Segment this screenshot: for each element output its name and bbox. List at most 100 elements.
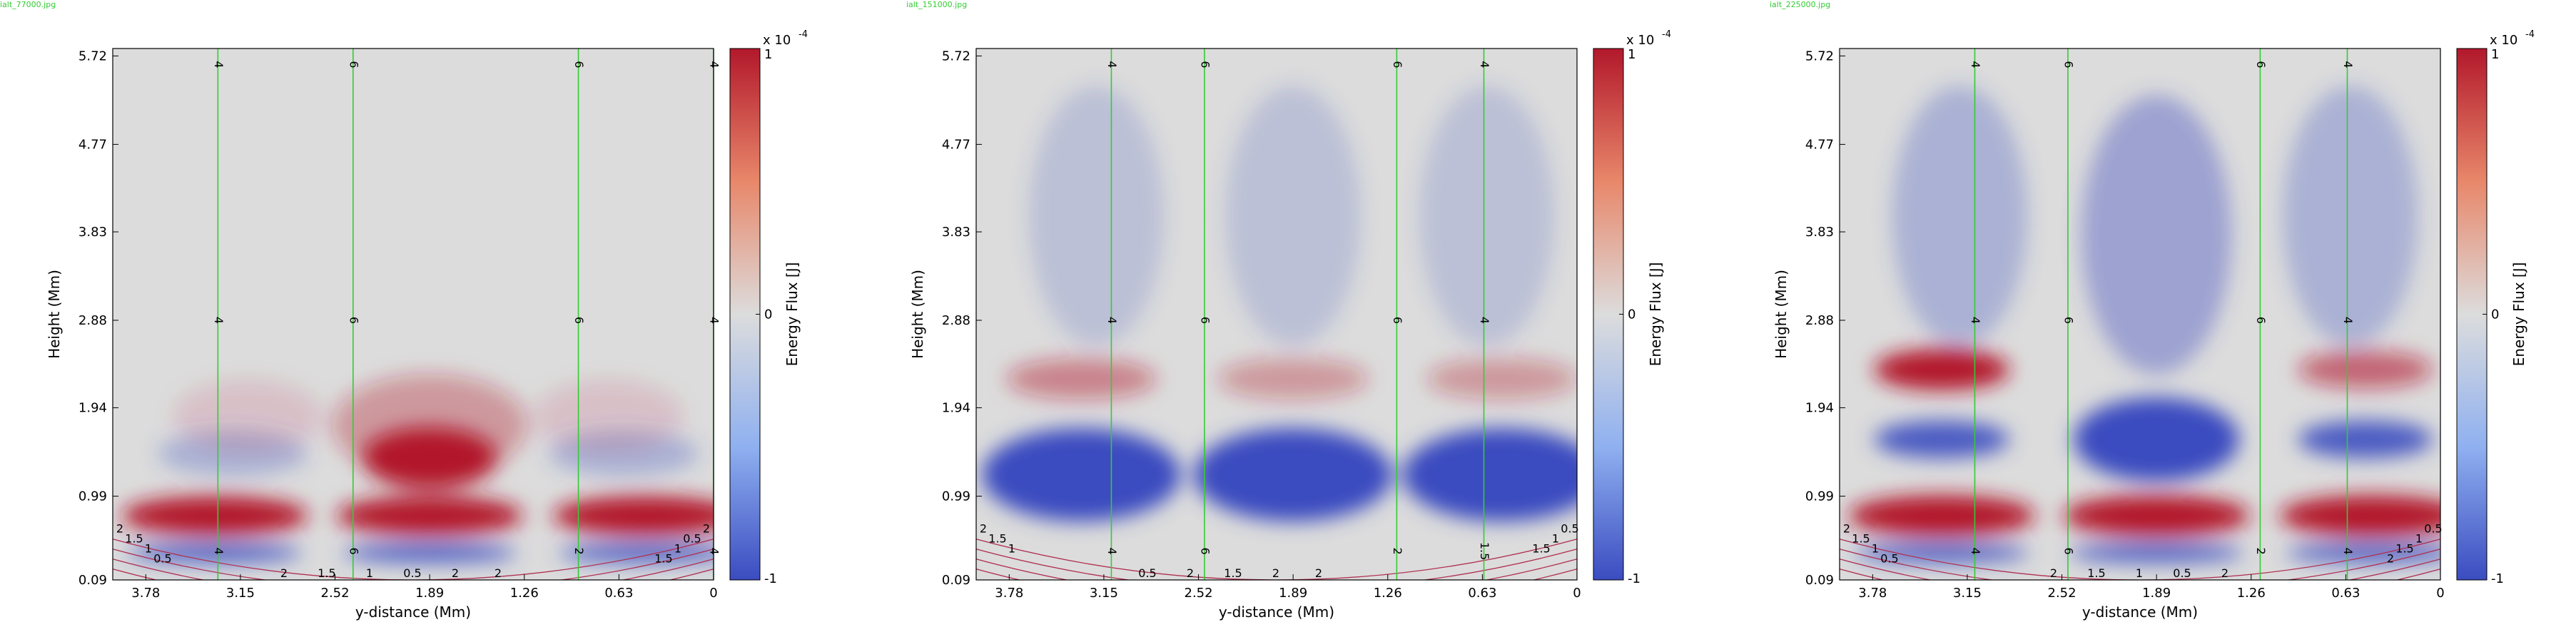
colorbar-tick-label: 1 xyxy=(1628,47,1636,62)
heat-blob-7 xyxy=(1028,86,1165,347)
heatmap-blobs xyxy=(121,374,714,563)
field-line-label: 4 xyxy=(1969,547,1982,554)
y-tick-label: 0.99 xyxy=(942,489,970,504)
y-tick-label: 5.72 xyxy=(1805,49,1834,63)
field-line-label: 6 xyxy=(2254,61,2268,68)
plot-frame xyxy=(1839,48,2441,581)
heat-blob-1 xyxy=(1848,495,2035,536)
x-tick-label: 1.26 xyxy=(510,586,539,601)
y-tick-label: 0.99 xyxy=(1805,489,1834,504)
panel-label: ialt_77000.jpg xyxy=(0,0,56,9)
x-tick-label: 0 xyxy=(1573,586,1581,601)
heat-blob-5 xyxy=(343,544,517,563)
field-line-label: 6 xyxy=(1198,317,1212,324)
field-line-label: 4 xyxy=(1478,317,1491,324)
field-line-label: 2 xyxy=(1391,547,1404,554)
contour-labels: 21.510.5 2 1.5 2 21.510.5 xyxy=(980,521,1579,580)
x-tick-label: 1.26 xyxy=(2237,586,2266,601)
colorbar-exponent-power: -4 xyxy=(798,29,808,40)
x-tick-label: 0.63 xyxy=(2331,586,2360,601)
contour-line-3 xyxy=(1840,559,2440,580)
x-tick-label: 0 xyxy=(2436,586,2444,601)
contour-label: 0.5 xyxy=(1138,566,1156,580)
field-line-label: 4 xyxy=(708,61,721,68)
y-axis: 0.09 0.99 1.94 2.88 3.83 4.77 5.72 xyxy=(78,49,118,588)
x-axis-label: y-distance (Mm) xyxy=(2082,603,2198,621)
contour-label: 2 xyxy=(116,521,123,535)
heat-blob-5 xyxy=(1217,358,1369,399)
contour-label: 0.5 xyxy=(2173,566,2191,580)
colorbar-tick-label: 0 xyxy=(764,307,772,322)
field-lines: 4 4 4 6 6 6 6 6 2 4 4 4 xyxy=(212,49,721,580)
x-axis-label: y-distance (Mm) xyxy=(355,603,471,621)
heatmap-field xyxy=(1848,86,2440,563)
contour-label: 0.5 xyxy=(683,531,701,545)
field-line-label: 6 xyxy=(1198,61,1212,68)
field-line-label: 6 xyxy=(2062,317,2075,324)
x-tick-label: 3.78 xyxy=(995,586,1023,601)
heat-blob-9 xyxy=(1419,86,1555,347)
y-tick-label: 4.77 xyxy=(78,137,107,152)
colorbar-tick-label: 1 xyxy=(2491,47,2499,62)
y-axis-label: Height (Mm) xyxy=(1773,270,1790,359)
heat-blob-13 xyxy=(2081,95,2232,374)
contour-label: 1 xyxy=(1552,531,1559,545)
heat-blob-2 xyxy=(1194,428,1393,521)
panel-label: ialt_225000.jpg xyxy=(1770,0,1830,9)
y-tick-label: 2.88 xyxy=(1805,313,1834,328)
field-line-label: 6 xyxy=(347,61,360,68)
contour-label: 1.5 xyxy=(2087,566,2105,580)
contour-labels: 21.510.52 1.5 1 0.5 2 21.510.52 xyxy=(116,521,710,580)
heat-blob-6 xyxy=(1426,358,1577,399)
heatmap-blobs xyxy=(1848,86,2440,563)
contour-label: 1.5 xyxy=(125,531,143,545)
colorbar-exponent-power: -4 xyxy=(2525,29,2535,40)
field-line-label: 4 xyxy=(1969,317,1982,324)
heat-blob-6 xyxy=(2286,544,2440,563)
x-tick-label: 2.52 xyxy=(321,586,350,601)
contour-line-2 xyxy=(1840,549,2440,580)
y-tick-label: 2.88 xyxy=(78,313,107,328)
heat-blob-8 xyxy=(2074,397,2239,482)
contour-label: 2 xyxy=(495,566,502,580)
field-line-label: 6 xyxy=(2062,61,2075,68)
colorbar-label: Energy Flux [J] xyxy=(784,263,801,367)
colorbar: 1 0 -1 x 10 -4 Energy Flux [J] xyxy=(729,29,808,586)
contour-label: 2 xyxy=(1843,521,1850,535)
field-line-label: 4 xyxy=(1105,317,1119,324)
heat-blob-12 xyxy=(533,379,684,454)
colorbar: 1 0 -1 x 10 -4 Energy Flux [J] xyxy=(1593,29,1671,586)
y-tick-label: 0.09 xyxy=(942,573,970,588)
contour-label: 2 xyxy=(2050,566,2057,580)
heatmap-blobs xyxy=(982,86,1577,521)
field-line-label: 4 xyxy=(2341,61,2355,68)
contour-label: 0.5 xyxy=(403,566,421,580)
y-axis-label: Height (Mm) xyxy=(46,270,63,359)
panel-label: ialt_151000.jpg xyxy=(906,0,967,9)
contour-line-3 xyxy=(976,559,1577,580)
x-tick-label: 1.89 xyxy=(415,586,444,601)
contour-label: 1.5 xyxy=(1224,566,1242,580)
contour-label: 1 xyxy=(1008,541,1015,555)
contour-label: 0.5 xyxy=(153,551,171,565)
contour-label: 1 xyxy=(1872,541,1879,555)
heat-blob-10 xyxy=(1874,349,2009,390)
field-line-label: 6 xyxy=(1391,317,1404,324)
field-line-label: 1.5 xyxy=(1478,542,1491,560)
heat-blob-5 xyxy=(2069,544,2244,563)
contour-label: 1 xyxy=(145,541,152,555)
field-line-label: 4 xyxy=(708,547,721,554)
heat-blob-4 xyxy=(1855,544,2029,563)
y-tick-label: 4.77 xyxy=(1805,137,1834,152)
contour-label: 2 xyxy=(452,566,459,580)
heat-blob-11 xyxy=(2298,351,2433,389)
contour-label: 0.5 xyxy=(1561,521,1578,535)
colorbar-tick-label: 0 xyxy=(2491,307,2499,322)
y-tick-label: 3.83 xyxy=(1805,225,1834,240)
y-tick-label: 5.72 xyxy=(78,49,107,63)
colorbar-label: Energy Flux [J] xyxy=(1647,263,1664,367)
field-line-label: 4 xyxy=(2341,317,2355,324)
